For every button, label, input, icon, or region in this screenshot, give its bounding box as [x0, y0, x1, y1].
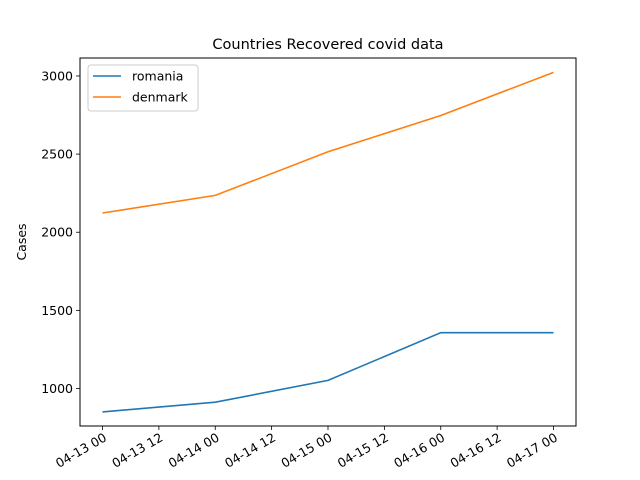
y-axis-label: Cases [14, 223, 29, 260]
legend: romania denmark [87, 64, 199, 112]
y-tick-label: 1500 [41, 303, 73, 318]
y-tick-label: 1000 [41, 381, 73, 396]
chart-title: Countries Recovered covid data [212, 37, 443, 53]
y-tick-label: 2500 [41, 147, 73, 162]
y-tick-label: 3000 [41, 68, 73, 83]
series-line-romania [102, 331, 554, 413]
y-axis: 1000 1500 2000 2500 3000 [41, 68, 80, 396]
legend-label-denmark: denmark [132, 90, 189, 105]
series-line-denmark [102, 71, 554, 214]
series-layer [102, 71, 554, 413]
legend-label-romania: romania [132, 69, 183, 84]
y-tick-label: 2000 [41, 225, 73, 240]
